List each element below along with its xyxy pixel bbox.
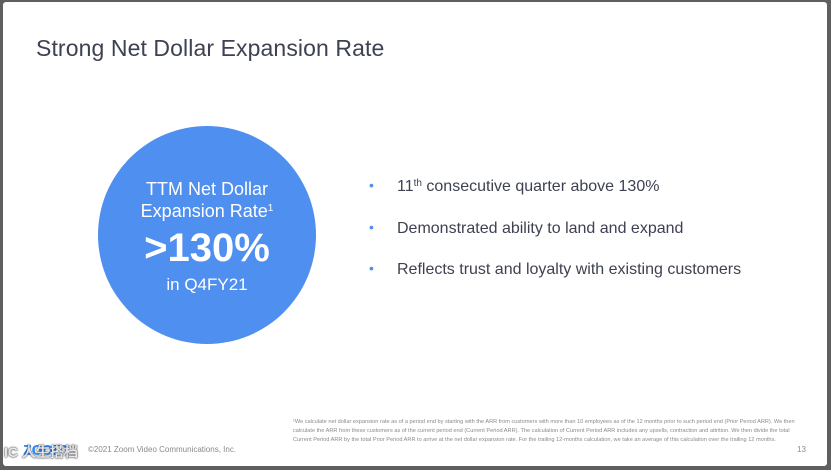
metric-period: in Q4FY21 — [166, 275, 248, 294]
slide-title: Strong Net Dollar Expansion Rate — [36, 35, 385, 61]
circle-label-line2: Expansion Rate1 — [98, 200, 316, 222]
copyright: ©2021 Zoom Video Communications, Inc. — [88, 445, 237, 454]
page-number: 13 — [797, 445, 806, 454]
slide: Strong Net Dollar Expansion Rate TTM Net… — [3, 2, 827, 466]
zoom-logo: zoom — [23, 439, 69, 459]
metric-circle: TTM Net Dollar Expansion Rate1 >130% in … — [98, 126, 316, 344]
circle-label-line2-text: Expansion Rate — [140, 201, 268, 221]
watermark: IC 人生搭档 — [4, 444, 78, 460]
bullet-text: Reflects trust and loyalty with existing… — [397, 261, 742, 278]
ordinal-suffix: th — [413, 178, 422, 189]
bullet-dot-icon: • — [369, 177, 374, 193]
metric-value: >130% — [144, 226, 270, 270]
bullet-text-main: consecutive quarter above 130% — [421, 178, 660, 195]
circle-label-line1: TTM Net Dollar — [145, 179, 268, 199]
bullet-text: 11th consecutive quarter above 130% — [397, 176, 659, 198]
bullet-text: Demonstrated ability to land and expand — [397, 220, 684, 237]
bullet-dot-icon: • — [369, 260, 374, 276]
footnote: ¹We calculate net dollar expansion rate … — [293, 419, 795, 443]
bullet-dot-icon: • — [369, 219, 374, 235]
bullet-text-pre: 11 — [397, 178, 414, 195]
footnote-marker: 1 — [267, 203, 274, 214]
